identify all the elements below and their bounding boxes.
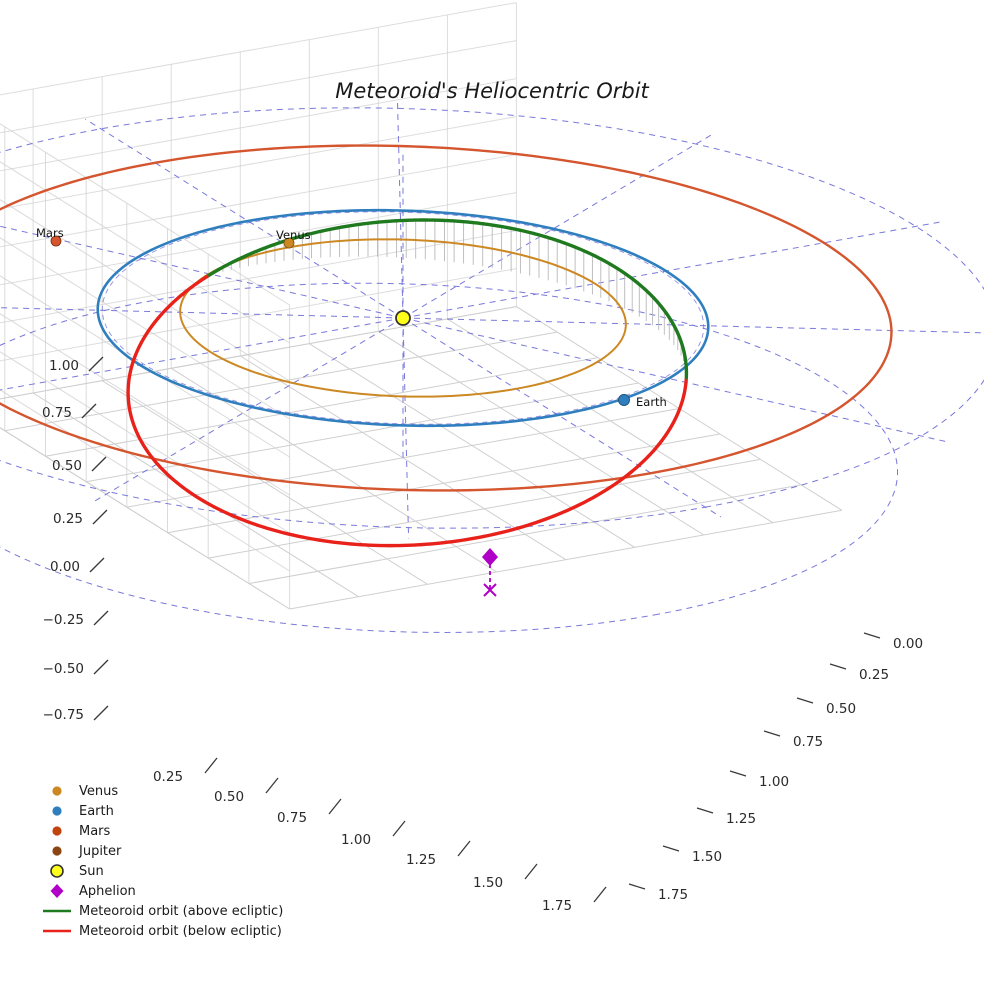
legend-item[interactable]: Venus [52, 784, 118, 799]
marker-sun [395, 310, 411, 326]
legend-item-label: Earth [79, 804, 114, 819]
legend-item-label: Meteoroid orbit (below ecliptic) [79, 924, 282, 939]
x-tick-label-3: 1.00 [341, 832, 371, 848]
legend: Venus Earth Mars Jupiter Sun Aphelion Meteoroi… [43, 784, 283, 939]
y-tick-label-1: 0.25 [859, 667, 889, 683]
legend-item[interactable]: Mars [52, 824, 111, 839]
legend-item[interactable]: Earth [52, 804, 114, 819]
legend-item-label: Venus [79, 784, 118, 799]
y-tick-label-6: 1.50 [692, 849, 722, 865]
legend-item-label: Mars [79, 824, 111, 839]
x-tick-label-1: 0.50 [214, 789, 244, 805]
z-tick-label-7: −0.75 [43, 707, 84, 723]
legend-item[interactable]: Jupiter [52, 844, 122, 859]
marker-mars [50, 235, 62, 247]
earth-orbit-reference [101, 211, 705, 425]
legend-marker-circle [52, 846, 62, 856]
earth-orbit [96, 208, 710, 428]
z-tick-label-2: 0.50 [52, 458, 82, 474]
z-tick-label-1: 0.75 [42, 405, 72, 421]
legend-marker-circle [50, 864, 64, 878]
axis-tick-labels: 1.000.750.500.250.00−0.25−0.50−0.750.250… [42, 358, 923, 914]
x-tick-label-0: 0.25 [153, 769, 183, 785]
aphelion-projection-x [483, 583, 497, 597]
y-tick-label-5: 1.25 [726, 811, 756, 827]
marker-earth [618, 394, 630, 406]
legend-marker-circle [52, 806, 62, 816]
legend-item-label: Sun [79, 864, 104, 879]
annotation-venus: Venus [276, 228, 311, 242]
y-tick-label-7: 1.75 [658, 887, 688, 903]
marker-aphelion [482, 548, 498, 566]
x-tick-label-4: 1.25 [406, 852, 436, 868]
z-tick-label-4: 0.00 [50, 559, 80, 575]
z-tick-label-3: 0.25 [53, 511, 83, 527]
legend-item[interactable]: Aphelion [50, 884, 136, 899]
legend-item-label: Jupiter [78, 844, 122, 859]
meteoroid-arc-above [394, 218, 689, 380]
legend-item[interactable]: Meteoroid orbit (above ecliptic) [43, 904, 283, 919]
z-tick-label-5: −0.25 [43, 612, 84, 628]
legend-item-label: Meteoroid orbit (above ecliptic) [79, 904, 283, 919]
legend-marker-diamond [50, 884, 64, 898]
marker-venus [283, 237, 295, 249]
y-tick-label-3: 0.75 [793, 734, 823, 750]
annotation-mars: Mars [36, 226, 64, 240]
mars-orbit [0, 144, 893, 492]
page-title: Meteoroid's Heliocentric Orbit [335, 79, 649, 103]
z-tick-label-6: −0.50 [43, 661, 84, 677]
planet-orbits [0, 144, 893, 492]
axes-grid [0, 2, 843, 610]
meteoroid-arc-above [206, 219, 399, 278]
x-tick-label-5: 1.50 [473, 875, 503, 891]
body-markers [50, 235, 630, 597]
y-tick-label-4: 1.00 [759, 774, 789, 790]
legend-item[interactable]: Meteoroid orbit (below ecliptic) [43, 924, 282, 939]
annotation-earth: Earth [636, 395, 667, 409]
legend-item-label: Aphelion [79, 884, 136, 899]
legend-marker-circle [52, 826, 62, 836]
y-tick-label-2: 0.50 [826, 701, 856, 717]
x-tick-label-6: 1.75 [542, 898, 572, 914]
meteoroid-arc-below [126, 275, 688, 548]
axis-ticks [81, 356, 881, 903]
x-tick-label-2: 0.75 [277, 810, 307, 826]
z-tick-label-0: 1.00 [49, 358, 79, 374]
y-tick-label-0: 0.00 [893, 636, 923, 652]
meteoroid-orbit [126, 218, 689, 548]
legend-marker-circle [52, 786, 62, 796]
legend-item[interactable]: Sun [50, 864, 104, 879]
